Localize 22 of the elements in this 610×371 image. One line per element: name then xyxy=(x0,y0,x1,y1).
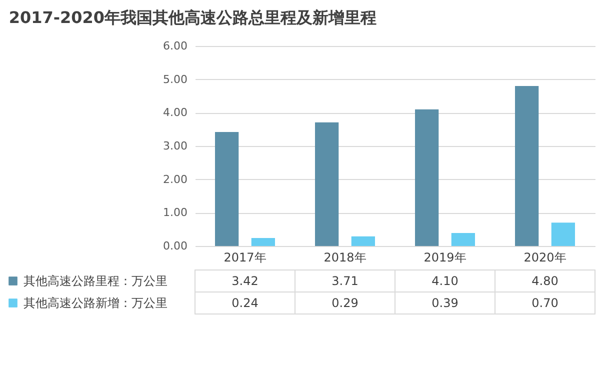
data-label: 0.29 xyxy=(332,296,358,310)
y-tick-label: 4.00 xyxy=(163,106,188,120)
legend-label: 其他高速公路新增：万公里 xyxy=(24,296,168,310)
data-label: 0.24 xyxy=(232,296,258,310)
x-tick-label: 2018年 xyxy=(324,250,366,264)
data-label: 4.80 xyxy=(532,274,558,288)
y-tick-label: 6.00 xyxy=(163,40,188,52)
data-label: 3.42 xyxy=(232,274,258,288)
data-label: 3.71 xyxy=(332,274,358,288)
legend-label: 其他高速公路里程：万公里 xyxy=(24,274,168,288)
y-tick-label: 3.00 xyxy=(163,140,188,152)
x-tick-label: 2017年 xyxy=(224,250,266,264)
data-label: 4.10 xyxy=(432,274,458,288)
x-tick-label: 2019年 xyxy=(424,250,466,264)
chart-title: 2017-2020年我国其他高速公路总里程及新增里程 xyxy=(8,8,377,27)
y-tick-label: 5.00 xyxy=(163,72,188,86)
x-tick-label: 2020年 xyxy=(524,250,566,264)
y-tick-label: 0.00 xyxy=(163,240,188,252)
data-label: 0.39 xyxy=(432,296,458,310)
y-tick-label: 1.00 xyxy=(163,206,188,220)
y-tick-label: 2.00 xyxy=(163,172,188,186)
data-label: 0.70 xyxy=(532,296,558,310)
